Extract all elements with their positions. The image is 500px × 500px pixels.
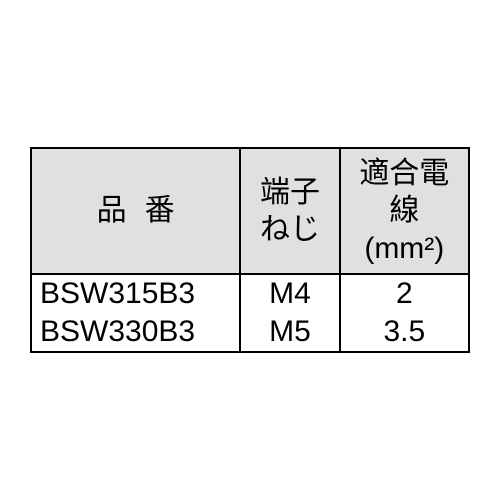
header-row: 品番 端子 ねじ 適合電線 (mm²)	[31, 148, 469, 275]
header-wire: 適合電線 (mm²)	[340, 148, 469, 275]
header-screw: 端子 ねじ	[240, 148, 339, 275]
cell-product: BSW330B3	[31, 313, 240, 352]
header-screw-line1: 端子	[260, 176, 320, 209]
cell-product: BSW315B3	[31, 274, 240, 313]
card: 品番 端子 ねじ 適合電線 (mm²) BSW315B3 M4 2 BSW330…	[0, 0, 500, 500]
header-wire-line1: 適合電線	[359, 157, 449, 228]
header-screw-line2: ねじ	[260, 213, 320, 246]
cell-screw: M4	[240, 274, 339, 313]
header-product: 品番	[31, 148, 240, 275]
spec-table: 品番 端子 ねじ 適合電線 (mm²) BSW315B3 M4 2 BSW330…	[30, 147, 470, 354]
header-wire-line2: (mm²)	[364, 232, 444, 265]
table-row: BSW330B3 M5 3.5	[31, 313, 469, 352]
cell-wire: 3.5	[340, 313, 469, 352]
header-product-label: 品番	[97, 194, 193, 227]
cell-wire: 2	[340, 274, 469, 313]
cell-screw: M5	[240, 313, 339, 352]
table-row: BSW315B3 M4 2	[31, 274, 469, 313]
